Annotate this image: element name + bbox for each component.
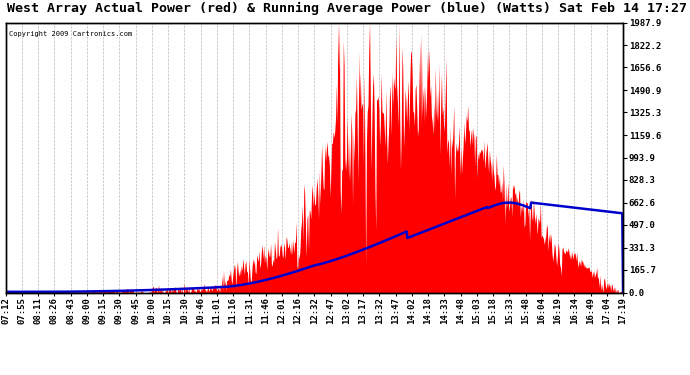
Text: West Array Actual Power (red) & Running Average Power (blue) (Watts) Sat Feb 14 : West Array Actual Power (red) & Running … — [7, 2, 687, 15]
Text: Copyright 2009 Cartronics.com: Copyright 2009 Cartronics.com — [8, 31, 132, 37]
